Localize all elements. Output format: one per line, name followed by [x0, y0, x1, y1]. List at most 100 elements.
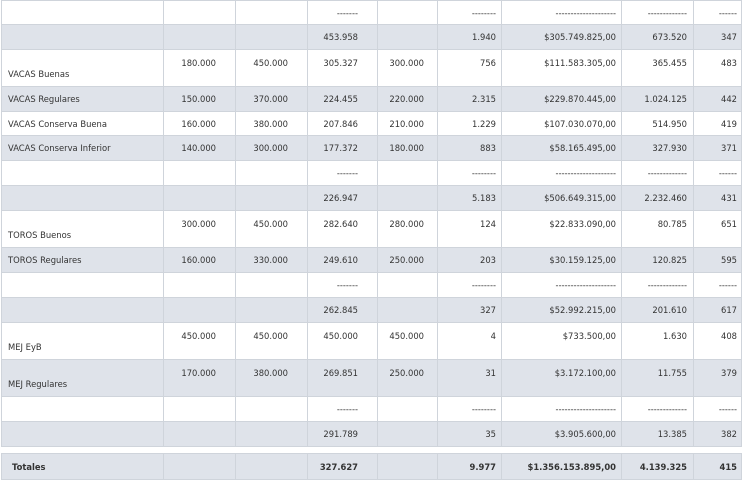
cell: [163, 185, 236, 211]
cell: $58.165.495,00: [501, 135, 622, 161]
cell: 250.000: [377, 359, 438, 397]
cell: 262.845: [307, 297, 378, 323]
cell: 453.958: [307, 24, 378, 50]
cell: 419: [693, 111, 742, 136]
row-label: TOROS Regulares: [1, 247, 164, 273]
cell: $305.749.825,00: [501, 24, 622, 50]
table-row: TOROS Buenos 300.000 450.000 282.640 280.000…: [1, 210, 742, 248]
cell: 651: [693, 210, 742, 248]
cell: 120.825: [621, 247, 694, 273]
table-row: 226.947 5.183 $506.649.315,00 2.232.460 431: [1, 185, 742, 211]
cell: 9.977: [437, 453, 502, 480]
cell: 450.000: [235, 322, 308, 360]
cell: $733.500,00: [501, 322, 622, 360]
row-label: [1, 297, 164, 323]
cell: $3.905.600,00: [501, 421, 622, 447]
row-label: [1, 421, 164, 447]
cell: --------------------: [501, 160, 622, 186]
cell: 380.000: [235, 111, 308, 136]
cell: 160.000: [163, 247, 236, 273]
cell: 371: [693, 135, 742, 161]
cell: $111.583.305,00: [501, 49, 622, 87]
cell: [235, 185, 308, 211]
cell: [377, 160, 438, 186]
cell: 4.139.325: [621, 453, 694, 480]
cell: 450.000: [235, 210, 308, 248]
cell: 177.372: [307, 135, 378, 161]
cell: [377, 421, 438, 447]
row-label: [1, 185, 164, 211]
cell: [235, 0, 308, 25]
row-label: [1, 160, 164, 186]
cell: 203: [437, 247, 502, 273]
cell: --------------------: [501, 272, 622, 298]
cell: 282.640: [307, 210, 378, 248]
row-label: [1, 396, 164, 422]
cell: 249.610: [307, 247, 378, 273]
cell: 617: [693, 297, 742, 323]
cell: [377, 396, 438, 422]
cell: 1.630: [621, 322, 694, 360]
cell: 450.000: [377, 322, 438, 360]
cell: 1.940: [437, 24, 502, 50]
row-label: VACAS Buenas: [1, 49, 164, 87]
cell: ------: [693, 272, 742, 298]
cell: 450.000: [235, 49, 308, 87]
cell: 673.520: [621, 24, 694, 50]
cell: [235, 453, 308, 480]
row-label: VACAS Regulares: [1, 86, 164, 112]
cell: [163, 272, 236, 298]
row-label: MEJ EyB: [1, 322, 164, 360]
cell: [377, 272, 438, 298]
table-row: ------- -------- -------------------- -----…: [1, 396, 742, 422]
cell: 327: [437, 297, 502, 323]
cell: [163, 396, 236, 422]
cell: 4: [437, 322, 502, 360]
cell: [163, 453, 236, 480]
table-row: 262.845 327 $52.992.215,00 201.610 617: [1, 297, 742, 323]
cell: 180.000: [377, 135, 438, 161]
cell: 170.000: [163, 359, 236, 397]
cell: $506.649.315,00: [501, 185, 622, 211]
cell: [163, 421, 236, 447]
cell: $1.356.153.895,00: [501, 453, 622, 480]
cell: --------: [437, 396, 502, 422]
cell: 327.930: [621, 135, 694, 161]
cell: 365.455: [621, 49, 694, 87]
cell: 300.000: [163, 210, 236, 248]
row-label: TOROS Buenos: [1, 210, 164, 248]
cell: $107.030.070,00: [501, 111, 622, 136]
cell: 1.024.125: [621, 86, 694, 112]
cell: 379: [693, 359, 742, 397]
cell: -------: [307, 272, 378, 298]
table-row: TOROS Regulares 160.000 330.000 249.610 250.…: [1, 247, 742, 273]
cell: 291.789: [307, 421, 378, 447]
table-row: VACAS Buenas 180.000 450.000 305.327 300.000…: [1, 49, 742, 87]
cell: 330.000: [235, 247, 308, 273]
cell: 180.000: [163, 49, 236, 87]
cell: ------: [693, 0, 742, 25]
cell: 300.000: [377, 49, 438, 87]
cell: --------------------: [501, 396, 622, 422]
cell: -------: [307, 160, 378, 186]
cell: 442: [693, 86, 742, 112]
cell: ------: [693, 396, 742, 422]
cell: 756: [437, 49, 502, 87]
row-label: VACAS Conserva Buena: [1, 111, 164, 136]
cell: 347: [693, 24, 742, 50]
cell: 224.455: [307, 86, 378, 112]
cell: [377, 185, 438, 211]
cell: 35: [437, 421, 502, 447]
table-row: ------- -------- -------------------- -----…: [1, 272, 742, 298]
cell: [377, 297, 438, 323]
cell: 450.000: [163, 322, 236, 360]
cell: -------: [307, 0, 378, 25]
row-label: MEJ Regulares: [1, 359, 164, 397]
cell: 327.627: [307, 453, 378, 480]
cell: 5.183: [437, 185, 502, 211]
cell: 280.000: [377, 210, 438, 248]
cell: [377, 0, 438, 25]
cell: 1.229: [437, 111, 502, 136]
row-label: [1, 0, 164, 25]
